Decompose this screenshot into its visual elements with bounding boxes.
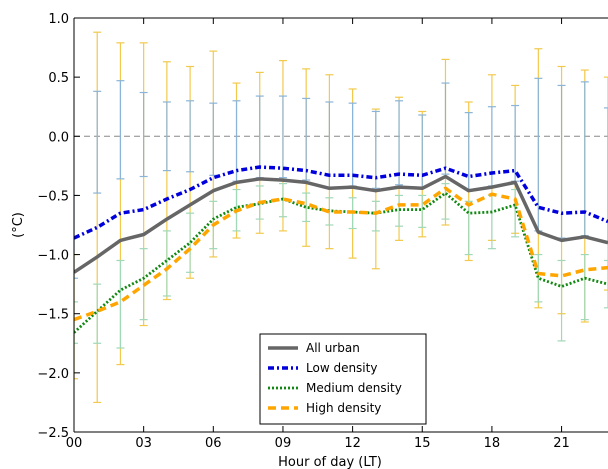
y-tick-label: −2.0 [37, 367, 69, 382]
y-tick-label: 0.0 [48, 130, 69, 145]
x-tick-label: 18 [484, 436, 501, 451]
series-line-high-density [74, 186, 608, 322]
series-lines [74, 165, 608, 334]
y-axis-label: (°C) [11, 212, 26, 238]
legend-label: Low density [306, 361, 377, 375]
legend-label: Medium density [306, 381, 402, 395]
x-tick-label: 09 [275, 436, 292, 451]
x-tick-label: 12 [344, 436, 361, 451]
x-axis-label: Hour of day (LT) [278, 455, 382, 469]
x-tick-label: 21 [553, 436, 570, 451]
y-tick-label: 1.0 [48, 12, 69, 27]
x-tick-label: 15 [414, 436, 431, 451]
y-tick-label: −0.5 [37, 189, 69, 204]
legend-label: High density [306, 401, 381, 415]
series-line-medium-density [74, 191, 608, 334]
axes [73, 17, 608, 433]
legend: All urban Low density Medium density High d… [259, 333, 427, 425]
tick-labels: −2.5 −2.0 −1.5 −1.0 −0.5 0.0 0.5 1.0 00 03 06 09 12 1… [37, 12, 569, 451]
series-line-all-urban [74, 174, 608, 274]
x-tick-label: 03 [135, 436, 152, 451]
y-tick-label: 0.5 [48, 71, 69, 86]
legend-label: All urban [306, 341, 360, 355]
series-line-low-density [74, 165, 608, 240]
x-tick-label: 00 [66, 436, 83, 451]
y-tick-label: −1.5 [37, 308, 69, 323]
x-tick-label: 06 [205, 436, 222, 451]
y-tick-label: −2.5 [37, 426, 69, 441]
errorbar-group-low-density [74, 77, 608, 279]
y-tick-label: −1.0 [37, 249, 69, 264]
